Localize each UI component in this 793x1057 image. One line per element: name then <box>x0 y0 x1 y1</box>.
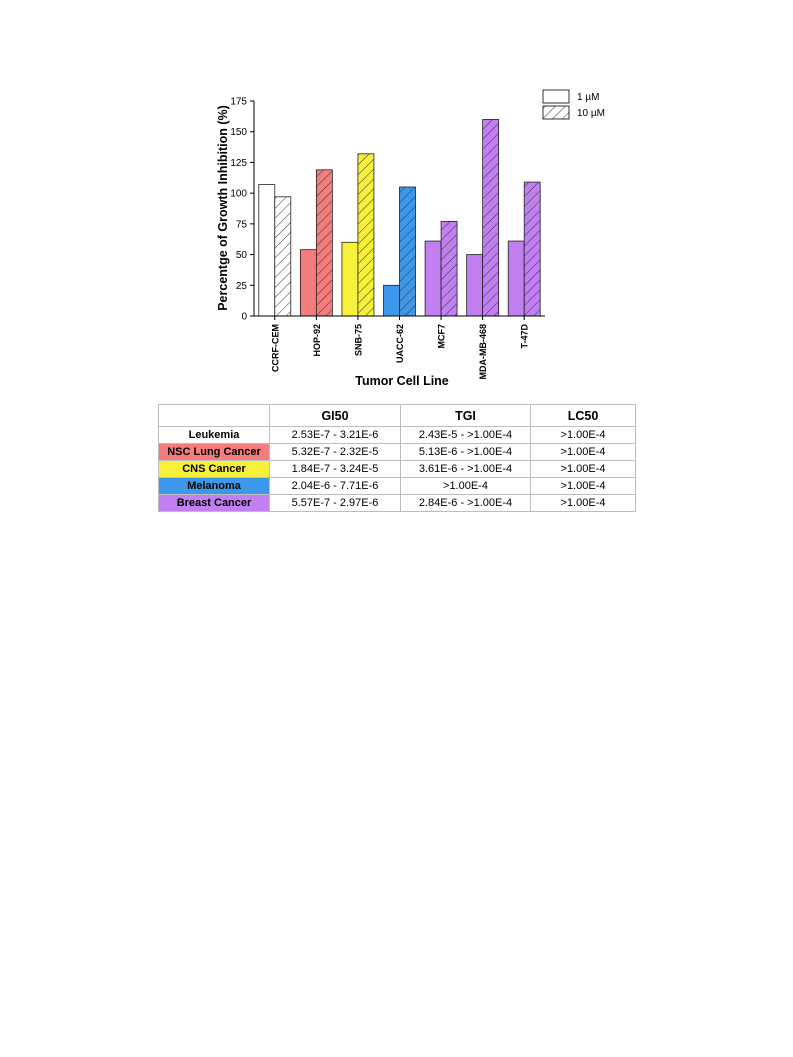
header-tgi: TGI <box>400 404 531 427</box>
legend-label-1uM: 1 µM <box>577 92 599 103</box>
legend-swatch-10uM <box>542 105 570 120</box>
bar-10uM <box>440 220 458 317</box>
bar-1uM <box>507 240 525 317</box>
lc50-cell: >1.00E-4 <box>530 494 636 512</box>
table-row: NSC Lung Cancer 5.32E-7 - 2.32E-5 5.13E-… <box>158 443 636 461</box>
x-tick-label: UACC-62 <box>395 324 405 363</box>
bar-1uM <box>258 184 276 317</box>
header-lc50: LC50 <box>530 404 636 427</box>
header-empty <box>158 404 270 427</box>
row-label: Leukemia <box>158 426 270 444</box>
table-row: Melanoma 2.04E-6 - 7.71E-6 >1.00E-4 >1.0… <box>158 477 636 495</box>
tgi-cell: 2.43E-5 - >1.00E-4 <box>400 426 531 444</box>
bar-1uM <box>466 254 484 317</box>
tgi-cell: >1.00E-4 <box>400 477 531 495</box>
table-row: CNS Cancer 1.84E-7 - 3.24E-5 3.61E-6 - >… <box>158 460 636 478</box>
x-tick-label: HOP-92 <box>312 324 322 357</box>
gi50-cell: 5.32E-7 - 2.32E-5 <box>269 443 401 461</box>
legend-swatch-1uM <box>542 89 570 104</box>
bar-10uM <box>482 119 500 317</box>
bar-10uM <box>399 186 416 317</box>
y-tick-label: 25 <box>236 281 248 292</box>
row-label: Melanoma <box>158 477 270 495</box>
y-tick-label: 125 <box>230 158 247 169</box>
lc50-cell: >1.00E-4 <box>530 426 636 444</box>
legend: 1 µM 10 µM <box>542 89 605 120</box>
legend-label-10uM: 10 µM <box>577 108 605 119</box>
row-label: CNS Cancer <box>158 460 270 478</box>
y-axis-label: Percentge of Growth Inhibition (%) <box>216 105 230 311</box>
gi50-cell: 5.57E-7 - 2.97E-6 <box>269 494 401 512</box>
x-tick-label: MCF7 <box>437 324 447 349</box>
bar-10uM <box>274 196 292 317</box>
y-tick-label: 150 <box>230 127 247 138</box>
bar-1uM <box>341 241 359 317</box>
x-tick-label: T-47D <box>520 324 530 349</box>
y-tick-label: 75 <box>236 219 248 230</box>
x-tick-label: MDA-MB-468 <box>478 324 488 380</box>
bar-1uM <box>299 249 317 317</box>
gi50-cell: 1.84E-7 - 3.24E-5 <box>269 460 401 478</box>
table-row: Leukemia 2.53E-7 - 3.21E-6 2.43E-5 - >1.… <box>158 426 636 444</box>
row-label: NSC Lung Cancer <box>158 443 270 461</box>
row-label: Breast Cancer <box>158 494 270 512</box>
y-tick-label: 175 <box>230 97 247 108</box>
lc50-cell: >1.00E-4 <box>530 460 636 478</box>
y-tick-label: 50 <box>236 250 248 261</box>
x-tick-label: CCRF-CEM <box>270 324 280 372</box>
bar-10uM <box>523 181 541 317</box>
table-row: Breast Cancer 5.57E-7 - 2.97E-6 2.84E-6 … <box>158 494 636 512</box>
header-gi50: GI50 <box>269 404 401 427</box>
growth-inhibition-chart: 0 25 50 75 100 125 150 175 CCRF-CEM HOP-92 SNB-75… <box>216 89 605 388</box>
lc50-cell: >1.00E-4 <box>530 443 636 461</box>
lc50-cell: >1.00E-4 <box>530 477 636 495</box>
bar-1uM <box>424 240 442 317</box>
x-axis-label: Tumor Cell Line <box>355 374 449 388</box>
tgi-cell: 3.61E-6 - >1.00E-4 <box>400 460 531 478</box>
tgi-cell: 2.84E-6 - >1.00E-4 <box>400 494 531 512</box>
gi50-cell: 2.53E-7 - 3.21E-6 <box>269 426 401 444</box>
bar-10uM <box>315 169 333 317</box>
x-tick-label: SNB-75 <box>353 324 363 356</box>
y-tick-label: 0 <box>241 312 247 323</box>
gi50-cell: 2.04E-6 - 7.71E-6 <box>269 477 401 495</box>
y-tick-label: 100 <box>230 189 247 200</box>
tgi-cell: 5.13E-6 - >1.00E-4 <box>400 443 531 461</box>
bar-1uM <box>383 284 400 317</box>
bar-10uM <box>357 153 375 317</box>
table-header-row: GI50 TGI LC50 <box>158 404 636 427</box>
cytotoxicity-table: GI50 TGI LC50 Leukemia 2.53E-7 - 3.21E-6… <box>158 404 636 512</box>
